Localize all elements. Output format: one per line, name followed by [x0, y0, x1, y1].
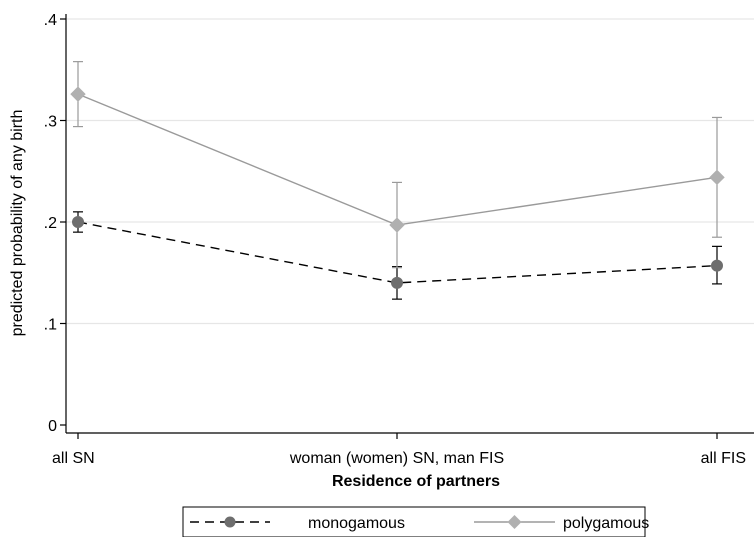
y-tick-label: .1 [44, 317, 57, 334]
data-point [72, 216, 84, 228]
legend-label: polygamous [563, 515, 649, 532]
legend: monogamous polygamous [182, 506, 649, 537]
x-tick-label: all SN [52, 450, 95, 467]
y-tick-label: .4 [44, 12, 57, 29]
y-ticks: 0 .1 .2 .3 .4 [44, 12, 66, 435]
y-tick-label: 0 [48, 418, 57, 435]
x-ticks: all SN woman (women) SN, man FIS all FIS [52, 433, 746, 467]
legend-marker [507, 515, 522, 529]
x-tick-label: all FIS [701, 450, 746, 467]
series-line [77, 221, 718, 284]
y-tick-label: .2 [44, 215, 57, 232]
gridlines [66, 18, 754, 325]
x-axis-title: Residence of partners [332, 473, 500, 490]
y-tick-label: .3 [44, 114, 57, 131]
data-point [70, 86, 86, 102]
data-point [711, 259, 723, 272]
data-point [709, 169, 725, 186]
legend-entry-polygamous: polygamous [474, 515, 649, 532]
axes [65, 14, 754, 434]
legend-marker [224, 516, 236, 528]
series-monogamous [72, 211, 723, 300]
data-point [389, 217, 405, 233]
x-tick-label: woman (women) SN, man FIS [289, 450, 504, 467]
legend-entries: monogamous polygamous [190, 515, 649, 532]
legend-box [182, 506, 646, 537]
series-polygamous [70, 61, 725, 269]
data-point [391, 276, 403, 289]
legend-label: monogamous [308, 515, 405, 532]
series-layer [70, 61, 725, 300]
legend-entry-monogamous: monogamous [190, 515, 405, 532]
y-axis-title: predicted probability of any birth [9, 110, 26, 337]
